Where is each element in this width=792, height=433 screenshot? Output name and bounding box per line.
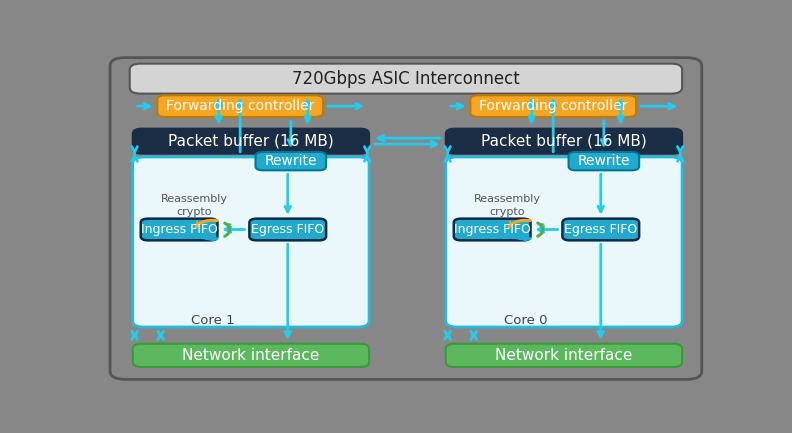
Text: Forwarding controller: Forwarding controller — [479, 99, 627, 113]
Text: Ingress FIFO: Ingress FIFO — [454, 223, 531, 236]
FancyBboxPatch shape — [130, 64, 682, 94]
FancyBboxPatch shape — [133, 157, 369, 327]
Text: Reassembly
crypto: Reassembly crypto — [161, 194, 227, 216]
FancyBboxPatch shape — [454, 219, 531, 240]
FancyBboxPatch shape — [470, 95, 636, 117]
Text: Rewrite: Rewrite — [265, 154, 317, 168]
FancyBboxPatch shape — [133, 344, 369, 367]
FancyBboxPatch shape — [110, 58, 702, 379]
FancyBboxPatch shape — [562, 219, 639, 240]
Text: Forwarding controller: Forwarding controller — [166, 99, 314, 113]
FancyBboxPatch shape — [158, 95, 323, 117]
FancyBboxPatch shape — [133, 129, 369, 154]
Text: Core 1: Core 1 — [191, 314, 234, 327]
Text: Core 0: Core 0 — [504, 314, 547, 327]
FancyBboxPatch shape — [141, 219, 218, 240]
Text: Ingress FIFO: Ingress FIFO — [141, 223, 218, 236]
Text: Network interface: Network interface — [182, 348, 320, 363]
Text: Rewrite: Rewrite — [577, 154, 630, 168]
FancyBboxPatch shape — [569, 152, 639, 170]
Text: 720Gbps ASIC Interconnect: 720Gbps ASIC Interconnect — [292, 70, 520, 87]
FancyBboxPatch shape — [249, 219, 326, 240]
Text: Egress FIFO: Egress FIFO — [564, 223, 638, 236]
FancyBboxPatch shape — [446, 344, 682, 367]
Text: Network interface: Network interface — [495, 348, 633, 363]
FancyBboxPatch shape — [446, 157, 682, 327]
FancyBboxPatch shape — [256, 152, 326, 170]
Text: Reassembly
crypto: Reassembly crypto — [474, 194, 541, 216]
FancyBboxPatch shape — [446, 129, 682, 154]
Text: Packet buffer (16 MB): Packet buffer (16 MB) — [481, 134, 647, 149]
Text: Packet buffer (16 MB): Packet buffer (16 MB) — [168, 134, 333, 149]
Text: Egress FIFO: Egress FIFO — [251, 223, 325, 236]
